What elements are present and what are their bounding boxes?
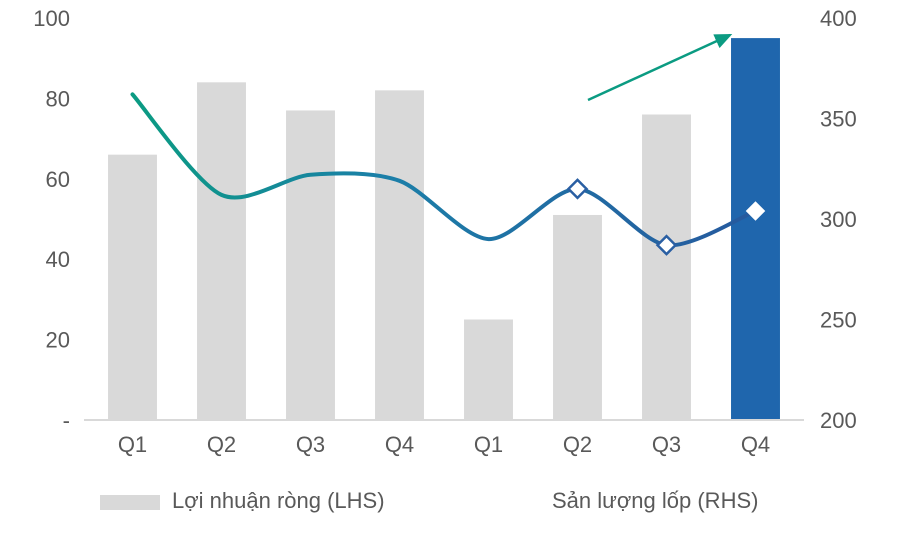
left-axis-tick-label: 60 xyxy=(46,167,70,192)
bar xyxy=(375,90,424,420)
x-axis-tick-label: Q3 xyxy=(652,432,681,457)
legend: Lợi nhuận ròng (LHS) Sản lượng lốp (RHS) xyxy=(100,488,758,513)
x-axis-tick-label: Q2 xyxy=(563,432,592,457)
x-axis-tick-label: Q1 xyxy=(474,432,503,457)
legend-swatch-bar xyxy=(100,495,160,510)
left-axis-tick-label: 100 xyxy=(33,6,70,31)
legend-label: Sản lượng lốp (RHS) xyxy=(552,488,758,513)
right-axis-tick-label: 250 xyxy=(820,308,857,333)
x-axis-tick-label: Q2 xyxy=(207,432,236,457)
right-axis: 200 250 300 350 400 xyxy=(820,6,857,433)
right-axis-tick-label: 400 xyxy=(820,6,857,31)
trend-arrow xyxy=(588,35,730,100)
bar xyxy=(108,155,157,420)
left-axis-tick-label: 80 xyxy=(46,86,70,111)
chart-svg: -20406080100 200250300350400 Q1Q2Q3Q4Q1Q… xyxy=(0,0,898,544)
x-axis-tick-label: Q1 xyxy=(118,432,147,457)
bar xyxy=(642,114,691,420)
line-marker xyxy=(569,180,587,198)
right-axis-tick-label: 350 xyxy=(820,107,857,132)
bar xyxy=(731,38,780,420)
bar-series xyxy=(108,38,780,420)
combo-chart: -20406080100 200250300350400 Q1Q2Q3Q4Q1Q… xyxy=(0,0,898,544)
right-axis-tick-label: 200 xyxy=(820,408,857,433)
x-axis-tick-label: Q4 xyxy=(385,432,414,457)
bar xyxy=(286,110,335,420)
left-axis-tick-label: 40 xyxy=(46,247,70,272)
left-axis-tick-label: 20 xyxy=(46,328,70,353)
x-axis-tick-label: Q3 xyxy=(296,432,325,457)
bar xyxy=(464,320,513,421)
bar xyxy=(553,215,602,420)
legend-label: Lợi nhuận ròng (LHS) xyxy=(172,488,385,513)
bar xyxy=(197,82,246,420)
right-axis-tick-label: 300 xyxy=(820,207,857,232)
x-axis-labels: Q1 Q2 Q3 Q4 Q1 Q2 Q3 Q4 xyxy=(118,432,770,457)
left-axis-tick-label: - xyxy=(63,408,70,433)
x-axis-tick-label: Q4 xyxy=(741,432,770,457)
left-axis: - 20 40 60 80 100 xyxy=(33,6,70,433)
